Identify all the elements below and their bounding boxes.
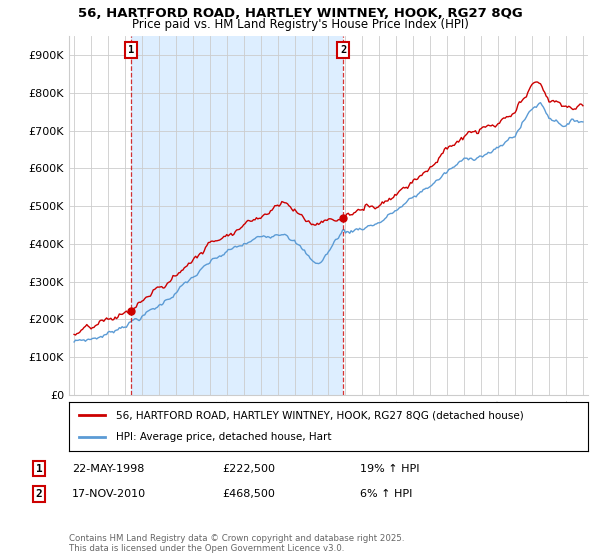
Text: 6% ↑ HPI: 6% ↑ HPI: [360, 489, 412, 499]
Text: Price paid vs. HM Land Registry's House Price Index (HPI): Price paid vs. HM Land Registry's House …: [131, 18, 469, 31]
Text: 1: 1: [35, 464, 43, 474]
Text: 56, HARTFORD ROAD, HARTLEY WINTNEY, HOOK, RG27 8QG: 56, HARTFORD ROAD, HARTLEY WINTNEY, HOOK…: [77, 7, 523, 20]
Text: £222,500: £222,500: [222, 464, 275, 474]
Text: 1: 1: [128, 45, 134, 55]
Text: £468,500: £468,500: [222, 489, 275, 499]
Text: 2: 2: [35, 489, 43, 499]
Text: 2: 2: [340, 45, 347, 55]
Text: Contains HM Land Registry data © Crown copyright and database right 2025.
This d: Contains HM Land Registry data © Crown c…: [69, 534, 404, 553]
Text: HPI: Average price, detached house, Hart: HPI: Average price, detached house, Hart: [116, 432, 331, 442]
Text: 17-NOV-2010: 17-NOV-2010: [72, 489, 146, 499]
Text: 19% ↑ HPI: 19% ↑ HPI: [360, 464, 419, 474]
Bar: [131, 36, 343, 395]
Text: 22-MAY-1998: 22-MAY-1998: [72, 464, 145, 474]
Text: 56, HARTFORD ROAD, HARTLEY WINTNEY, HOOK, RG27 8QG (detached house): 56, HARTFORD ROAD, HARTLEY WINTNEY, HOOK…: [116, 410, 523, 421]
